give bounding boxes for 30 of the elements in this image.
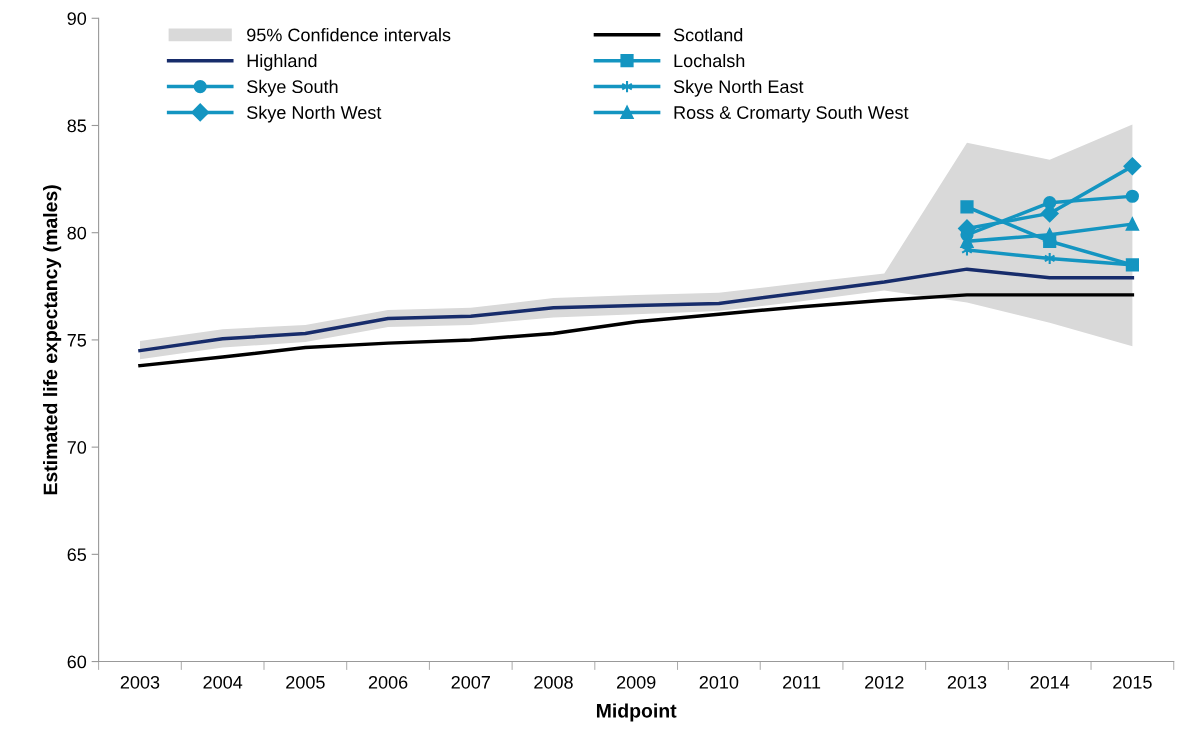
x-tick-label: 2011 — [783, 675, 821, 689]
x-tick-label: 2003 — [120, 675, 160, 689]
legend-label: Lochalsh — [674, 53, 745, 68]
y-axis-title: Estimated life expectancy (males) — [43, 185, 62, 495]
x-tick-label: 2015 — [1113, 675, 1152, 689]
y-tick-label: 75 — [67, 334, 87, 347]
x-tick-label: 2007 — [451, 675, 490, 689]
legend-label: Skye South — [247, 79, 338, 97]
x-tick-label: 2006 — [368, 675, 408, 689]
y-tick-label: 60 — [67, 655, 87, 669]
y-tick-label: 85 — [67, 119, 87, 133]
legend-label: Skye North East — [673, 79, 804, 97]
x-tick-label: 2012 — [865, 675, 904, 689]
x-tick-label: 2004 — [203, 675, 243, 689]
x-tick-label: 2014 — [1030, 675, 1070, 689]
legend-label: Ross & Cromarty South West — [674, 105, 909, 123]
legend-label: 95% Confidence intervals — [247, 28, 451, 42]
y-tick-label: 70 — [67, 441, 87, 454]
legend-label: Skye North West — [247, 105, 382, 123]
legend-label: Highland — [247, 53, 317, 71]
x-tick-label: 2010 — [699, 675, 739, 689]
x-tick-label: 2005 — [286, 675, 325, 689]
x-tick-label: 2013 — [947, 675, 987, 689]
y-tick-label: 90 — [67, 12, 87, 25]
legend-label: Scotland — [673, 28, 743, 42]
y-tick-label: 80 — [67, 226, 87, 240]
x-tick-label: 2009 — [617, 675, 656, 689]
y-tick-label: 65 — [67, 548, 87, 562]
x-axis-title: Midpoint — [596, 703, 677, 722]
x-tick-label: 2008 — [534, 675, 573, 689]
